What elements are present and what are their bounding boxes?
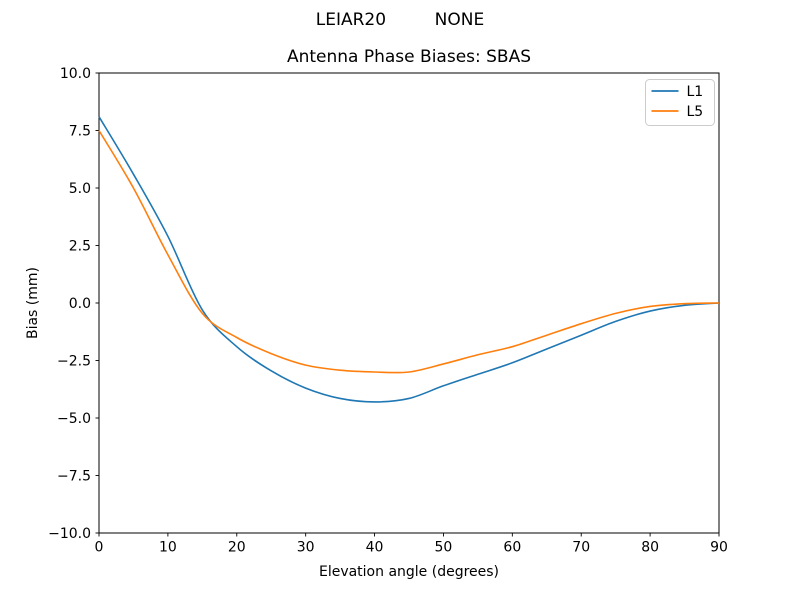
y-tick-label: 10.0 — [60, 66, 91, 82]
x-tick-label: 60 — [503, 540, 521, 556]
figure-suptitle: LEIAR20 NONE — [316, 10, 485, 30]
x-tick-label: 30 — [297, 540, 315, 556]
series-line-L5 — [98, 130, 720, 374]
x-axis-label: Elevation angle (degrees) — [319, 564, 499, 580]
x-tick-label: 50 — [435, 540, 453, 556]
chart-title: Antenna Phase Biases: SBAS — [287, 47, 531, 67]
y-tick-label: −7.5 — [57, 468, 91, 484]
y-tick-label: 5.0 — [69, 181, 91, 197]
x-tick-label: 70 — [572, 540, 590, 556]
y-tick-label: 7.5 — [69, 123, 91, 139]
legend-box — [645, 79, 715, 126]
legend-label-L1: L1 — [687, 84, 704, 100]
y-tick-label: −10.0 — [48, 526, 91, 542]
plot-area — [98, 72, 720, 534]
series-lines — [98, 116, 720, 403]
x-tick-label: 90 — [710, 540, 728, 556]
x-tick-label: 40 — [366, 540, 384, 556]
y-tick-label: 2.5 — [69, 238, 91, 254]
series-line-L1 — [98, 116, 720, 403]
x-tick-label: 0 — [95, 540, 104, 556]
x-axis-ticks: 0 10 20 30 40 50 60 70 80 90 — [95, 533, 728, 556]
y-axis-ticks: 10.0 7.5 5.0 2.5 0.0 −2.5 −5.0 −7.5 −10.0 — [48, 66, 99, 542]
x-tick-label: 80 — [641, 540, 659, 556]
x-tick-label: 20 — [228, 540, 246, 556]
x-tick-label: 10 — [159, 540, 177, 556]
y-tick-label: 0.0 — [69, 296, 91, 312]
y-tick-label: −2.5 — [57, 353, 91, 369]
y-tick-label: −5.0 — [57, 411, 91, 427]
y-axis-label: Bias (mm) — [25, 267, 41, 339]
legend-label-L5: L5 — [687, 104, 704, 120]
